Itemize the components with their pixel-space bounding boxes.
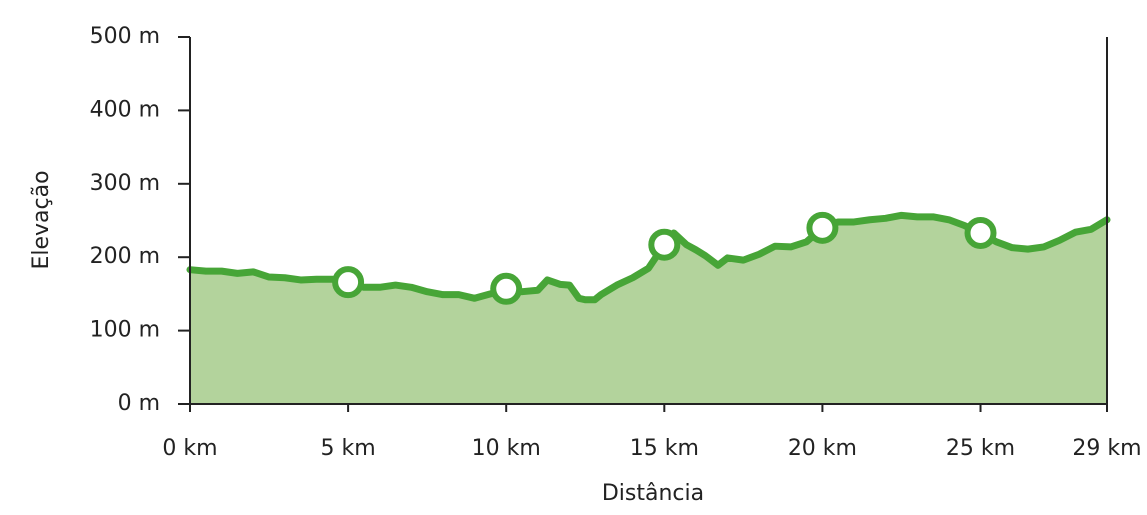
area [190,215,1107,404]
marker [332,266,365,299]
y-tick-label: 500 m [90,24,160,49]
x-tick-label: 5 km [321,436,376,461]
x-tick-label: 29 km [1072,436,1141,461]
y-tick-label: 100 m [90,318,160,343]
marker [648,228,681,261]
x-tick-label: 10 km [472,436,541,461]
y-tick-label: 300 m [90,171,160,196]
x-tick-label: 15 km [630,436,699,461]
y-tick-label: 0 m [118,391,160,416]
x-tick-label: 20 km [788,436,857,461]
marker [490,272,523,305]
marker [806,211,839,244]
x-tick-label: 0 km [162,436,217,461]
marker [964,216,997,249]
y-tick-label: 200 m [90,244,160,269]
y-axis-label: Elevação [29,170,54,269]
x-tick-label: 25 km [946,436,1015,461]
y-tick-label: 400 m [90,97,160,122]
x-axis-label: Distância [602,481,704,506]
